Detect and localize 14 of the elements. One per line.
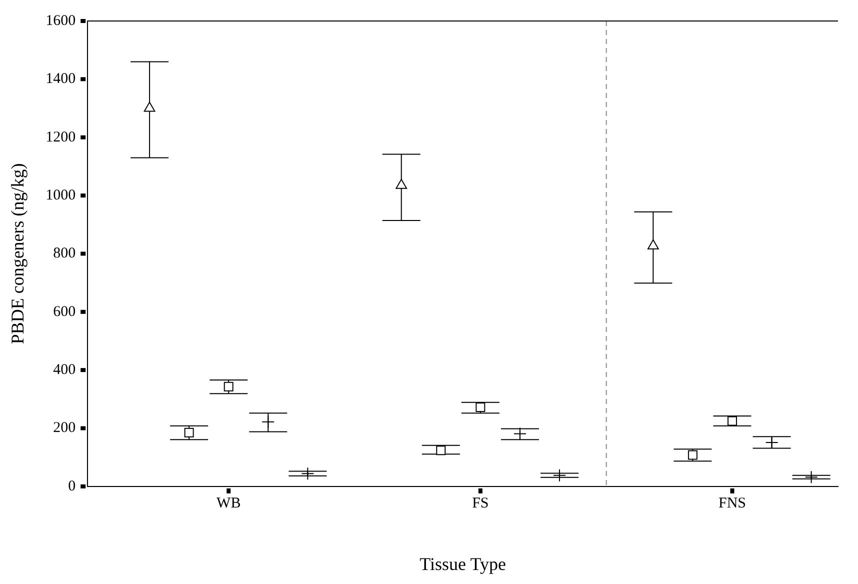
y-tick-label: 400 (53, 362, 76, 378)
y-tick-label: 600 (53, 304, 76, 320)
x-tick-label: FNS (718, 495, 746, 512)
y-tick-label: 800 (53, 246, 76, 262)
y-axis-title: PBDE congeners (ng/kg) (8, 163, 28, 344)
y-tick-label: 1400 (46, 71, 76, 88)
y-tick-label: 200 (53, 420, 76, 436)
y-tick-label: 1000 (46, 187, 76, 204)
x-tick-label: WB (216, 495, 241, 512)
x-tick-label: FS (472, 495, 489, 512)
y-tick-label: 1600 (46, 12, 76, 29)
y-tick-label: 0 (68, 478, 76, 494)
y-tick-label: 1200 (46, 129, 76, 146)
x-axis-title: Tissue Type (420, 554, 506, 574)
